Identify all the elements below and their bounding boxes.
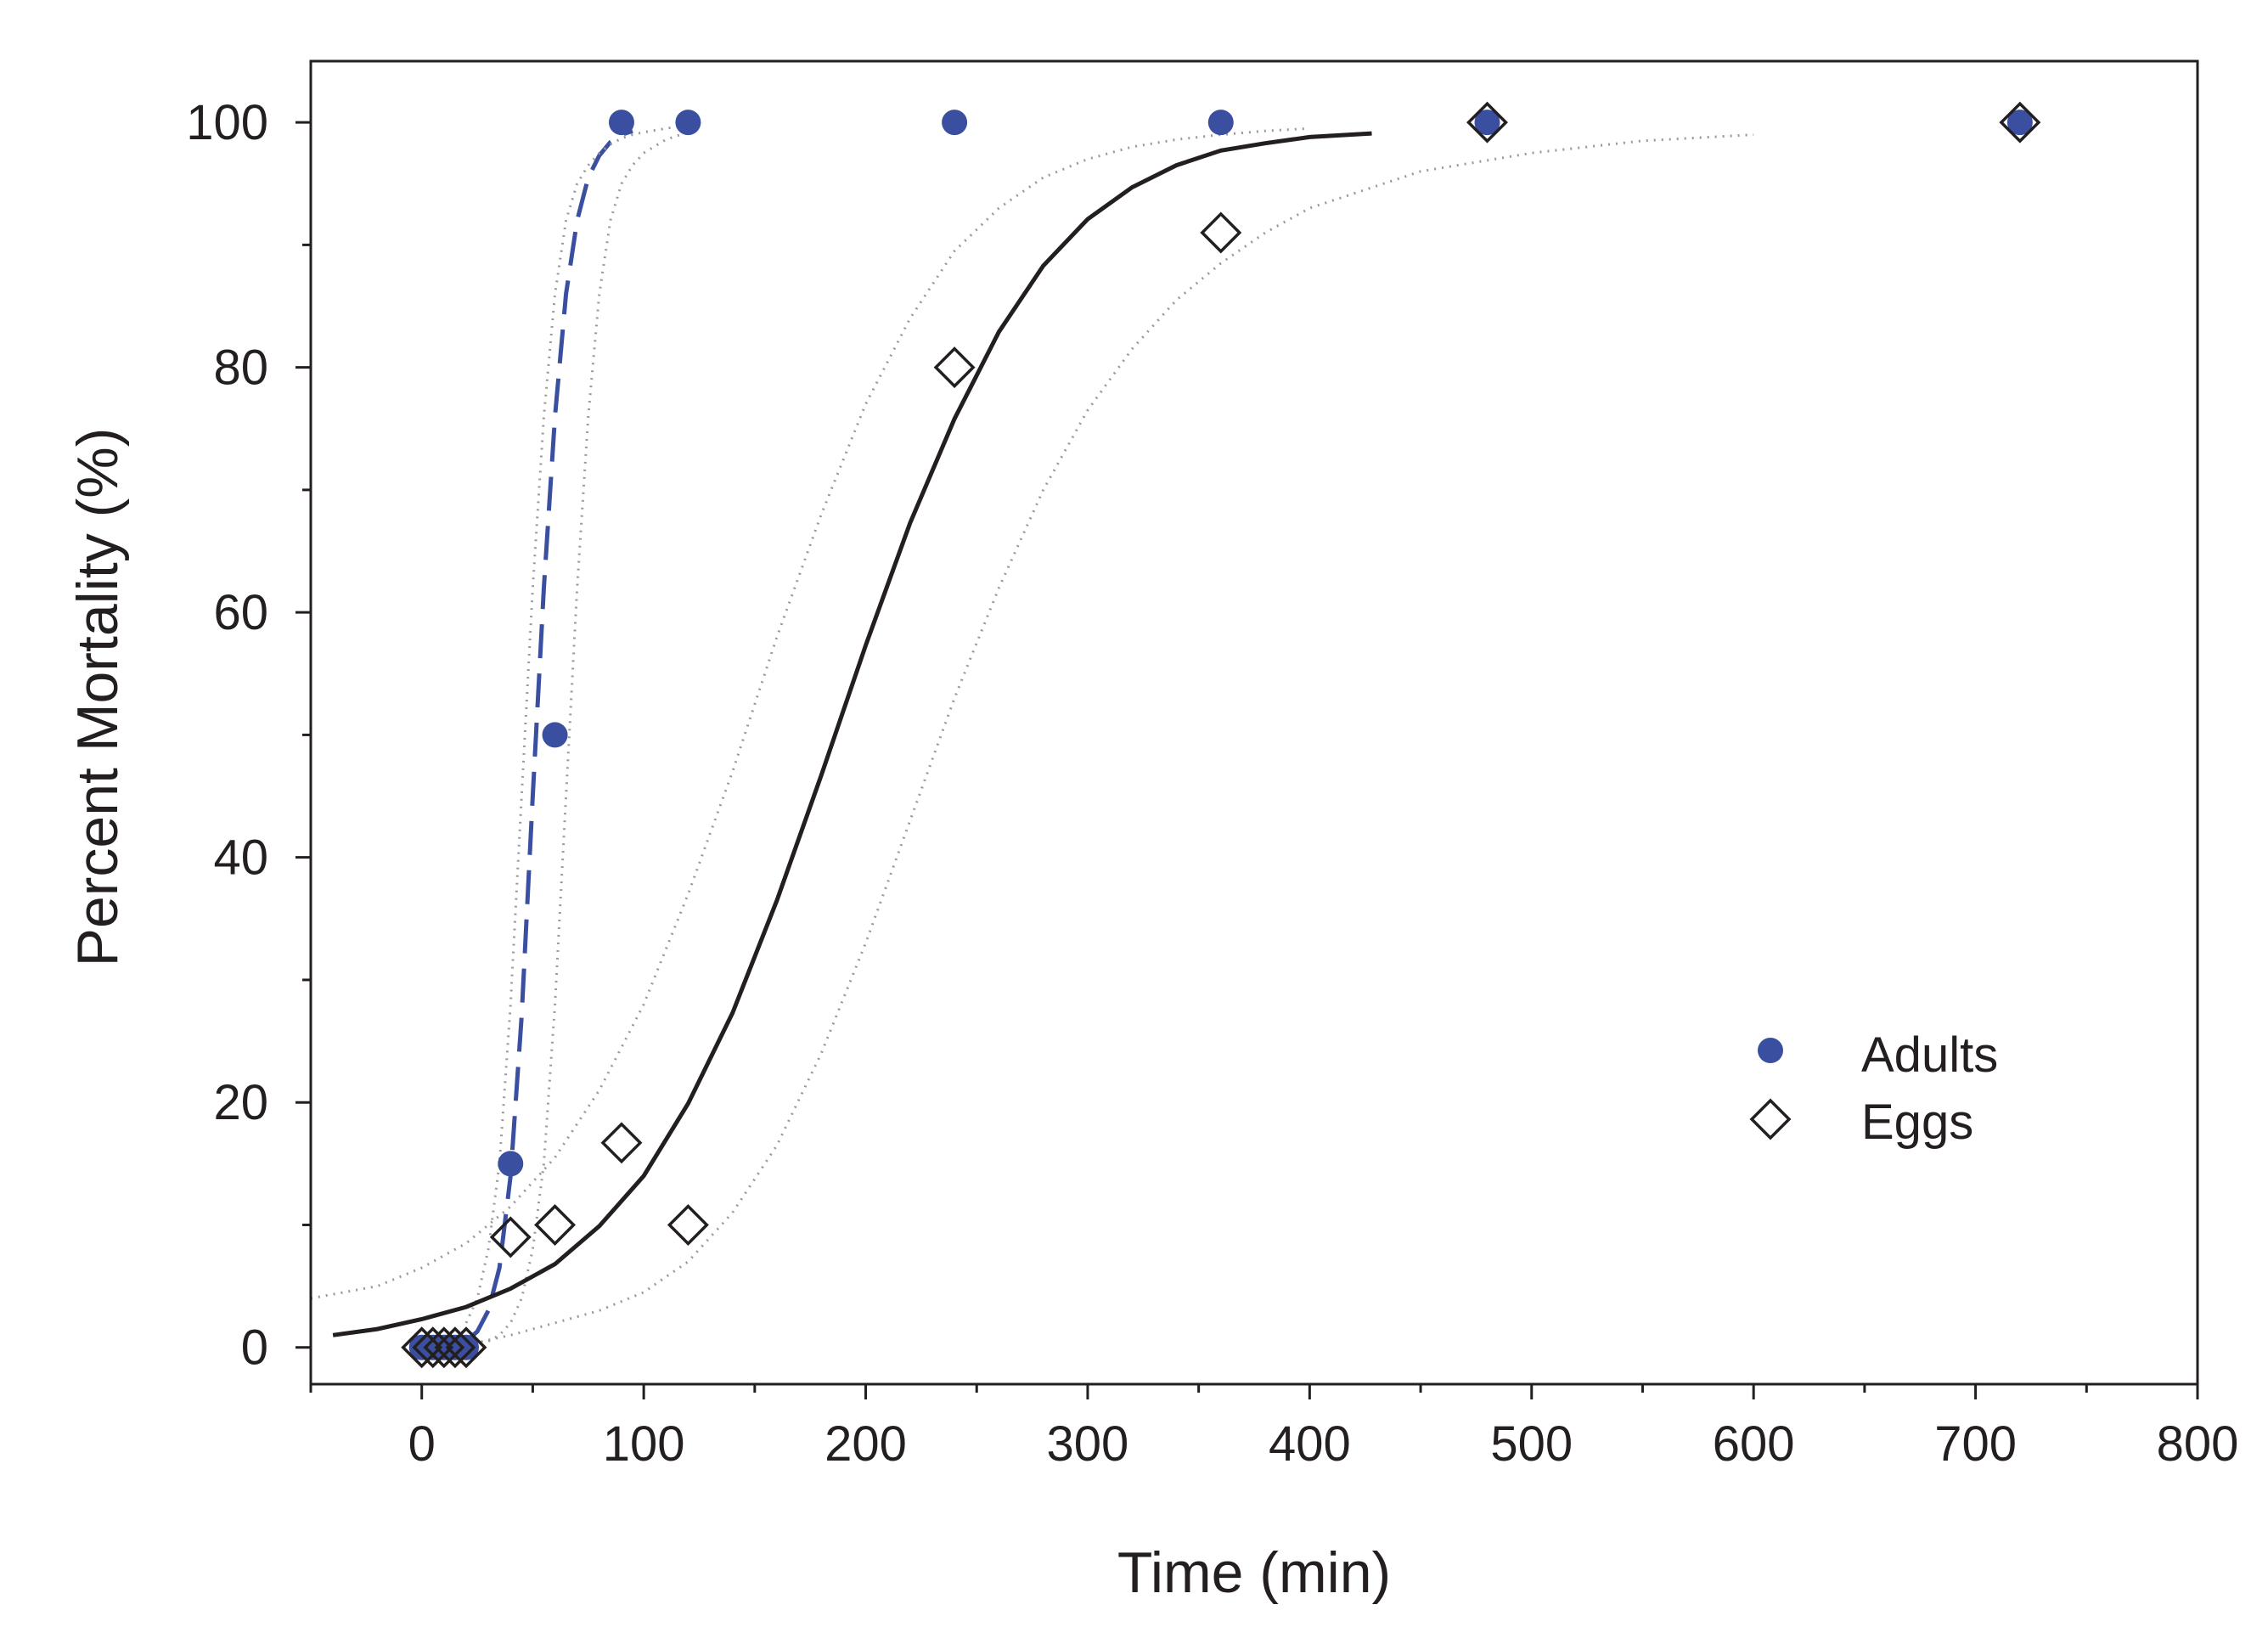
x-tick-label: 600: [1713, 1416, 1795, 1472]
eggs-point: [401, 1326, 443, 1369]
eggs-point: [1200, 211, 1242, 254]
eggs-point: [1999, 101, 2041, 144]
plot-frame: [309, 59, 2199, 1386]
x-tick-label: 400: [1269, 1416, 1351, 1472]
adults-point: [608, 110, 634, 136]
legend: Adults Eggs: [1749, 1028, 1998, 1150]
adults-point: [1207, 110, 1234, 136]
eggs-point: [423, 1326, 465, 1369]
eggs-point: [1466, 101, 1508, 144]
adults-point: [453, 1334, 479, 1360]
adults-point: [675, 110, 701, 136]
legend-eggs-symbol: [1749, 1098, 1792, 1140]
tick-labels: 0 100 200 300 400 500 600 700 800 0 20 40 60 80 100: [186, 95, 2238, 1472]
adults-point: [498, 1151, 524, 1177]
fit-line-adults-fit: [421, 128, 633, 1350]
x-tick-label: 200: [824, 1416, 907, 1472]
x-tick-label: 0: [408, 1416, 436, 1472]
y-tick-label: 100: [186, 95, 268, 150]
y-tick-label: 20: [213, 1075, 268, 1130]
eggs-point: [534, 1203, 577, 1246]
x-tick-label: 300: [1047, 1416, 1129, 1472]
axis-ticks: [295, 121, 2199, 1399]
x-tick-label: 500: [1490, 1416, 1573, 1472]
legend-adults-symbol: [1758, 1038, 1783, 1063]
fit-line-adults-95-ci-upper: [464, 123, 689, 1324]
fit-curves: [311, 123, 1754, 1350]
legend-eggs-label: Eggs: [1861, 1095, 1973, 1150]
adults-point: [1474, 110, 1500, 136]
eggs-point: [489, 1216, 532, 1258]
y-tick-label: 80: [213, 341, 268, 396]
eggs-point: [933, 346, 976, 389]
adults-point: [942, 110, 968, 136]
y-axis-title: Percent Mortality (%): [65, 428, 130, 967]
adults-point: [542, 722, 568, 748]
y-tick-label: 40: [213, 830, 268, 886]
eggs-point: [600, 1122, 643, 1164]
y-tick-label: 0: [241, 1320, 268, 1376]
x-axis-title: Time (min): [1117, 1540, 1391, 1605]
x-tick-label: 100: [603, 1416, 685, 1472]
fit-line-eggs-fit: [332, 131, 1372, 1337]
fit-line-adults-95-ci-lower: [487, 131, 689, 1343]
x-tick-label: 800: [2157, 1416, 2239, 1472]
legend-adults-label: Adults: [1861, 1028, 1998, 1083]
y-tick-label: 60: [213, 585, 268, 640]
legend-adults-marker: [1758, 1038, 1783, 1063]
adults-point: [2006, 110, 2033, 136]
data-markers: [401, 101, 2041, 1369]
eggs-point: [445, 1326, 487, 1369]
legend-eggs-marker: [1749, 1098, 1792, 1140]
eggs-point: [434, 1326, 476, 1369]
eggs-point: [412, 1326, 454, 1369]
x-tick-label: 700: [1934, 1416, 2017, 1472]
eggs-point: [667, 1203, 709, 1246]
